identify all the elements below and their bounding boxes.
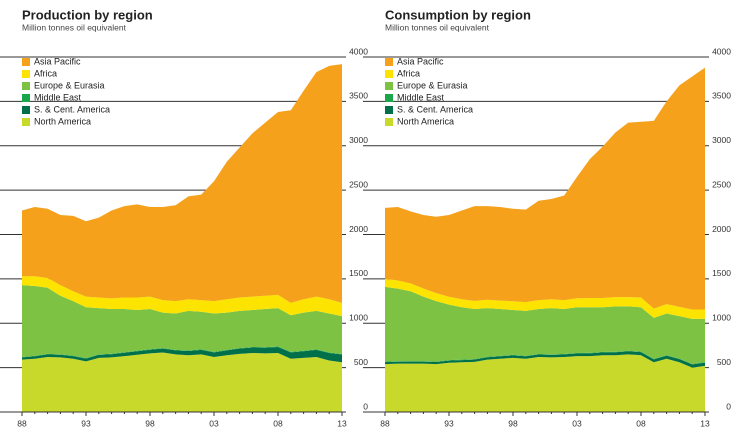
x-tick-label: 13 bbox=[337, 418, 347, 428]
legend-label: Asia Pacific bbox=[34, 56, 81, 66]
legend-swatch bbox=[385, 94, 393, 102]
y-tick-label: 1000 bbox=[712, 313, 731, 323]
area bbox=[385, 286, 705, 364]
area bbox=[385, 278, 705, 319]
y-tick-label: 1000 bbox=[349, 313, 368, 323]
y-tick-label: 500 bbox=[717, 357, 731, 367]
y-tick-label: 3000 bbox=[712, 135, 731, 145]
area bbox=[22, 276, 342, 317]
x-tick-label: 93 bbox=[444, 418, 454, 428]
y-tick-label: 4000 bbox=[712, 46, 731, 56]
legend-swatch bbox=[22, 58, 30, 66]
legend-swatch bbox=[22, 70, 30, 78]
legend-label: Europe & Eurasia bbox=[397, 80, 468, 90]
y-tick-label: 3000 bbox=[349, 135, 368, 145]
legend-swatch bbox=[385, 118, 393, 126]
area bbox=[22, 346, 342, 363]
legend-swatch bbox=[22, 106, 30, 114]
x-tick-label: 98 bbox=[145, 418, 155, 428]
y-tick-label: 0 bbox=[726, 401, 731, 411]
legend-label: Africa bbox=[34, 68, 57, 78]
legend-label: S. & Cent. America bbox=[34, 104, 110, 114]
legend-swatch bbox=[22, 94, 30, 102]
legend-swatch bbox=[22, 118, 30, 126]
y-tick-label: 3500 bbox=[712, 91, 731, 101]
x-tick-label: 03 bbox=[572, 418, 582, 428]
y-tick-label: 500 bbox=[354, 357, 368, 367]
x-tick-label: 03 bbox=[209, 418, 219, 428]
y-tick-label: 2500 bbox=[712, 179, 731, 189]
area bbox=[385, 354, 705, 412]
legend-label: Europe & Eurasia bbox=[34, 80, 105, 90]
x-tick-label: 13 bbox=[700, 418, 710, 428]
y-tick-label: 1500 bbox=[712, 268, 731, 278]
legend-label: Africa bbox=[397, 68, 420, 78]
y-tick-label: 3500 bbox=[349, 91, 368, 101]
y-tick-label: 4000 bbox=[349, 46, 368, 56]
legend-label: North America bbox=[397, 116, 454, 126]
legend-label: Asia Pacific bbox=[397, 56, 444, 66]
area bbox=[22, 285, 342, 359]
x-tick-label: 88 bbox=[380, 418, 390, 428]
x-tick-label: 08 bbox=[636, 418, 646, 428]
area bbox=[385, 67, 705, 310]
y-tick-label: 1500 bbox=[349, 268, 368, 278]
legend-label: Middle East bbox=[34, 92, 82, 102]
x-tick-label: 98 bbox=[508, 418, 518, 428]
legend-label: Middle East bbox=[397, 92, 445, 102]
x-tick-label: 93 bbox=[81, 418, 91, 428]
y-tick-label: 2000 bbox=[712, 224, 731, 234]
chart-title: Consumption by region bbox=[385, 7, 531, 22]
legend-swatch bbox=[385, 70, 393, 78]
area bbox=[22, 64, 342, 303]
legend-swatch bbox=[385, 106, 393, 114]
y-tick-label: 0 bbox=[363, 401, 368, 411]
legend-label: S. & Cent. America bbox=[397, 104, 473, 114]
legend-swatch bbox=[22, 82, 30, 90]
chart-title: Production by region bbox=[22, 7, 153, 22]
area bbox=[22, 352, 342, 412]
chart-subtitle: Million tonnes oil equivalent bbox=[385, 22, 490, 32]
x-tick-label: 08 bbox=[273, 418, 283, 428]
chart-subtitle: Million tonnes oil equivalent bbox=[22, 22, 127, 32]
legend-swatch bbox=[385, 58, 393, 66]
legend-swatch bbox=[385, 82, 393, 90]
y-tick-label: 2000 bbox=[349, 224, 368, 234]
y-tick-label: 2500 bbox=[349, 179, 368, 189]
legend-label: North America bbox=[34, 116, 91, 126]
x-tick-label: 88 bbox=[17, 418, 27, 428]
